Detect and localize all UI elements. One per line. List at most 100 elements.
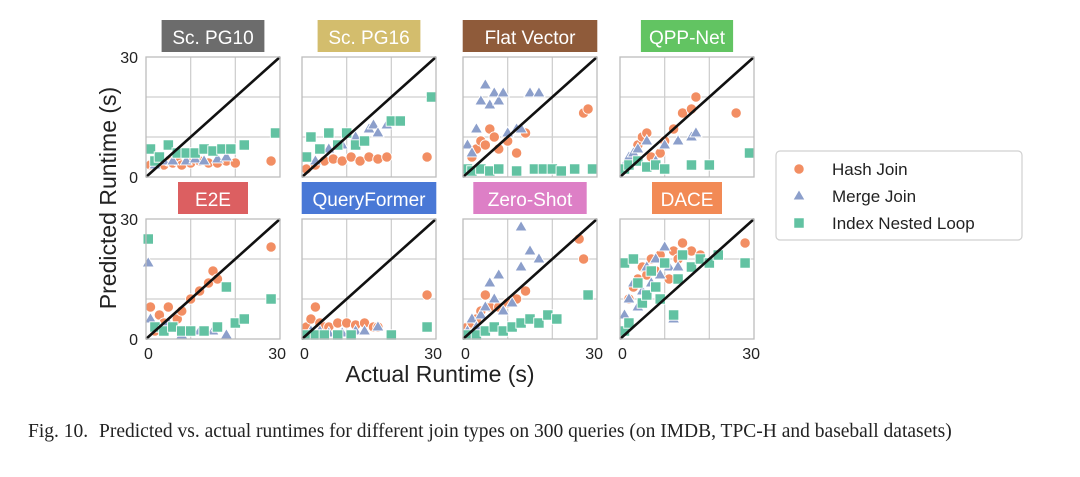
panel-title-text: QPP-Net	[649, 28, 726, 49]
data-point-index-nested-loop	[627, 253, 640, 265]
data-point-index-nested-loop	[198, 325, 210, 337]
legend-box	[775, 150, 1023, 241]
panel-zero-shot: Zero-Shot 0 30	[460, 182, 603, 363]
data-point-merge-join	[657, 137, 672, 150]
plot-frame	[619, 56, 755, 178]
legend-item-index-nested-loop: Index Nested Loop	[793, 214, 975, 233]
data-point-merge-join	[631, 141, 645, 154]
data-point-index-nested-loop	[345, 329, 357, 341]
data-point-index-nested-loop	[650, 281, 662, 293]
data-point-index-nested-loop	[185, 325, 197, 337]
series-hash-join	[300, 151, 433, 175]
data-point-merge-join	[482, 275, 497, 288]
data-point-merge-join	[671, 259, 685, 272]
data-point-merge-join	[357, 323, 372, 336]
panel-title: E2E	[178, 182, 248, 214]
series-index-nested-loop	[300, 91, 438, 163]
panel-title: Flat Vector	[462, 20, 598, 52]
data-point-index-nested-loop	[385, 329, 397, 341]
data-point-hash-join	[265, 155, 277, 167]
y-tick-label: 30	[120, 50, 138, 67]
data-point-index-nested-loop	[394, 115, 406, 127]
data-point-merge-join	[496, 85, 511, 98]
panel-title-background	[652, 182, 722, 214]
legend-label: Merge Join	[832, 187, 916, 206]
panel-e2e: E2E 0 30 0 30	[120, 182, 286, 363]
diagonal-line	[462, 218, 598, 340]
data-point-merge-join	[474, 93, 488, 106]
x-tick-label: 30	[424, 346, 442, 363]
data-point-index-nested-loop	[220, 281, 233, 293]
data-point-merge-join	[505, 295, 519, 308]
x-tick-label: 30	[268, 346, 286, 363]
panel-title-background	[473, 182, 587, 214]
data-point-merge-join	[491, 93, 506, 106]
data-point-index-nested-loop	[676, 249, 689, 261]
data-point-index-nested-loop	[238, 139, 250, 151]
panel-sc-pg10: Sc. PG10 0 30	[120, 20, 282, 187]
data-point-merge-join	[657, 239, 672, 252]
legend-item-hash-join: Hash Join	[793, 160, 908, 179]
data-point-hash-join	[479, 289, 491, 301]
data-point-hash-join	[309, 301, 322, 313]
plot-frame	[301, 218, 437, 340]
data-point-index-nested-loop	[162, 139, 174, 151]
data-point-hash-join	[488, 131, 500, 143]
plot-frame	[462, 56, 598, 178]
series-index-nested-loop	[144, 127, 282, 167]
data-point-hash-join	[229, 157, 241, 169]
data-point-hash-join	[730, 107, 742, 119]
data-point-index-nested-loop	[641, 289, 653, 301]
data-point-merge-join	[514, 259, 528, 272]
data-point-merge-join	[671, 133, 685, 146]
x-tick-label: 30	[742, 346, 760, 363]
data-point-index-nested-loop	[269, 127, 282, 139]
plot-frame	[301, 56, 437, 178]
data-point-hash-join	[479, 139, 491, 151]
figure-canvas: Sc. PG10 0 30 Sc. PG16 Flat Vector QPP-Net E2E…	[95, 20, 1023, 387]
data-point-index-nested-loop	[238, 313, 250, 325]
diagonal-line	[301, 56, 437, 178]
diagonal-line	[619, 218, 755, 340]
panel-title: Sc. PG16	[317, 20, 421, 52]
panel-title-text: Zero-Shot	[488, 190, 573, 211]
data-point-index-nested-loop	[672, 273, 684, 285]
data-point-merge-join	[487, 291, 502, 304]
data-point-index-nested-loop	[314, 143, 326, 155]
legend-label: Index Nested Loop	[832, 214, 975, 233]
data-point-index-nested-loop	[425, 91, 438, 103]
series-index-nested-loop	[461, 289, 594, 341]
panel-title-background	[462, 20, 598, 52]
diagonal-line	[145, 56, 281, 178]
panel-title-text: E2E	[195, 190, 231, 211]
data-point-index-nested-loop	[555, 165, 567, 177]
panel-title-text: Sc. PG16	[328, 28, 409, 49]
panel-qpp-net: QPP-Net	[617, 20, 756, 178]
data-point-hash-join	[577, 253, 590, 265]
data-point-index-nested-loop	[586, 163, 599, 175]
data-point-merge-join	[487, 85, 502, 98]
panel-title-background	[178, 182, 248, 214]
panel-title: Zero-Shot	[473, 182, 587, 214]
data-point-index-nested-loop	[305, 131, 317, 143]
y-axis-label: Predicted Runtime (s)	[95, 87, 121, 309]
data-point-hash-join	[519, 285, 532, 297]
data-point-hash-join	[421, 151, 433, 163]
data-point-hash-join	[144, 301, 157, 313]
data-point-merge-join	[371, 125, 385, 138]
panel-title-background	[161, 20, 265, 52]
data-point-merge-join	[219, 149, 234, 162]
plot-frame	[462, 218, 598, 340]
data-point-hash-join	[739, 237, 751, 249]
data-point-merge-join	[478, 299, 493, 312]
caption-text: Predicted vs. actual runtimes for differ…	[99, 421, 952, 442]
data-point-index-nested-loop	[582, 289, 594, 301]
panel-sc-pg16: Sc. PG16	[300, 20, 438, 178]
panel-title: QPP-Net	[640, 20, 734, 52]
data-point-merge-join	[165, 153, 180, 166]
panel-title: QueryFormer	[301, 182, 437, 214]
caption-label: Fig. 10.	[28, 421, 89, 442]
data-point-index-nested-loop	[743, 147, 756, 159]
data-point-index-nested-loop	[142, 233, 154, 245]
y-tick-label: 0	[129, 170, 138, 187]
